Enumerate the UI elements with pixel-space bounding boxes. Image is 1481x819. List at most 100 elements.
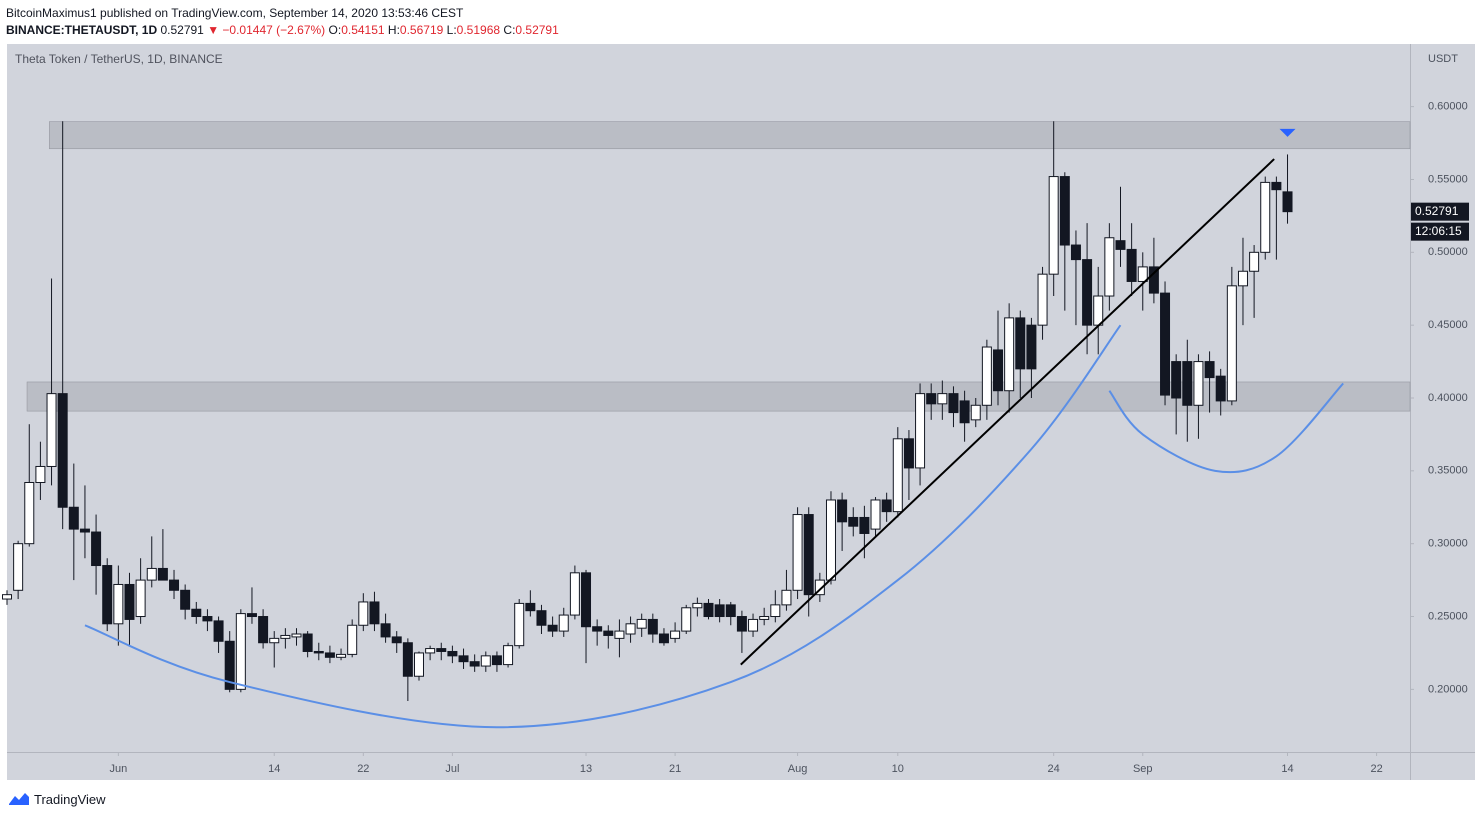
quote-line: BINANCE:THETAUSDT, 1D 0.52791 ▼ −0.01447… [6, 22, 559, 39]
candle-body [903, 438, 914, 469]
candle-body [480, 655, 491, 667]
candle-body [692, 602, 703, 609]
candle-body [1204, 361, 1215, 379]
candle-body [191, 608, 202, 618]
candle-body [1171, 361, 1182, 399]
candle-body [68, 506, 79, 530]
candle-body [1026, 324, 1037, 370]
candle-body [1260, 181, 1271, 253]
candle-body [336, 653, 347, 658]
ohlc-c-value: 0.52791 [515, 23, 559, 37]
candle-body [1082, 259, 1093, 326]
candle-body [13, 543, 24, 591]
candle-body [547, 624, 558, 632]
candle-body [91, 531, 102, 567]
candle-body [670, 630, 681, 639]
candle-body [558, 614, 569, 632]
trend-line [740, 158, 1275, 666]
candle-body [614, 630, 625, 639]
marker [1279, 128, 1296, 137]
x-tick-label: 10 [892, 763, 904, 775]
zone [26, 381, 1411, 412]
candle-body [1160, 292, 1171, 396]
curve [84, 324, 1122, 729]
candle-body [725, 604, 736, 618]
x-tick-label: Jun [109, 763, 127, 775]
candle-body [157, 567, 168, 581]
x-tick-label: 13 [580, 763, 592, 775]
candle-body [736, 616, 747, 632]
y-tick-label: 0.55000 [1428, 173, 1468, 185]
x-tick-label: Jul [445, 763, 459, 775]
candle-body [213, 620, 224, 642]
candle-body [636, 618, 647, 629]
candle-body [592, 626, 603, 632]
candle-body [870, 499, 881, 530]
candle-body [1148, 266, 1159, 294]
candle-body [1037, 273, 1048, 326]
candle-body [491, 655, 502, 666]
candle-body [1137, 266, 1148, 282]
x-tick-label: 22 [1370, 763, 1382, 775]
ohlc-c: C: [503, 23, 516, 37]
candle-body [135, 579, 146, 618]
candle-body [892, 438, 903, 513]
candle-body [770, 604, 781, 618]
x-tick-label: Aug [788, 763, 808, 775]
x-tick-label: 14 [1281, 763, 1293, 775]
candle-body [1271, 181, 1282, 191]
candle-body [413, 652, 424, 677]
candle-body [1226, 285, 1237, 402]
candle-body [458, 655, 469, 663]
y-tick-label: 0.60000 [1428, 101, 1468, 113]
y-tick-label: 0.20000 [1428, 683, 1468, 695]
candle-body [1070, 244, 1081, 261]
candle-body [380, 623, 391, 638]
candle-body [703, 602, 714, 618]
candle-body [569, 572, 580, 616]
last: 0.52791 [160, 23, 204, 37]
candle-body [24, 481, 35, 545]
candle-body [436, 648, 447, 652]
candle-body [759, 616, 770, 620]
candle-body [347, 624, 358, 655]
candle-body [792, 514, 803, 591]
candle-body [46, 393, 57, 467]
candle-body [291, 633, 302, 638]
chart-title: Theta Token / TetherUS, 1D, BINANCE [15, 52, 223, 66]
candle-body [848, 516, 859, 527]
candle-body [959, 400, 970, 424]
candle-body [681, 607, 692, 632]
chart-background [7, 44, 1475, 780]
candle-body [514, 602, 525, 647]
y-tick-label: 0.35000 [1428, 465, 1468, 477]
candle-body [803, 514, 814, 596]
x-tick-label: Sep [1133, 763, 1153, 775]
ohlc-o-value: 0.54151 [341, 23, 385, 37]
candle-body [57, 393, 68, 508]
candle-body [948, 393, 959, 414]
candle-body [748, 618, 759, 632]
candle-body [625, 623, 636, 635]
countdown-box [1411, 222, 1469, 241]
candle-body [993, 349, 1004, 392]
candle-body [180, 589, 191, 610]
candle-body [402, 642, 413, 677]
candle-body [447, 650, 458, 657]
candle-body [859, 516, 870, 534]
last-price-box [1411, 202, 1469, 221]
currency: USDT [1428, 53, 1458, 65]
candle-body [269, 637, 280, 644]
candle-body [814, 579, 825, 596]
candle-body [169, 579, 180, 591]
candle-body [837, 499, 848, 523]
y-tick-label: 0.45000 [1428, 319, 1468, 331]
last-price-label: 0.52791 [1415, 204, 1459, 218]
candle-body [781, 589, 792, 606]
zone [49, 121, 1411, 150]
candle-body [324, 652, 335, 658]
candle-body [124, 583, 135, 620]
brand: TradingView [34, 791, 106, 807]
candle-body [302, 633, 313, 652]
candle-body [714, 604, 725, 618]
